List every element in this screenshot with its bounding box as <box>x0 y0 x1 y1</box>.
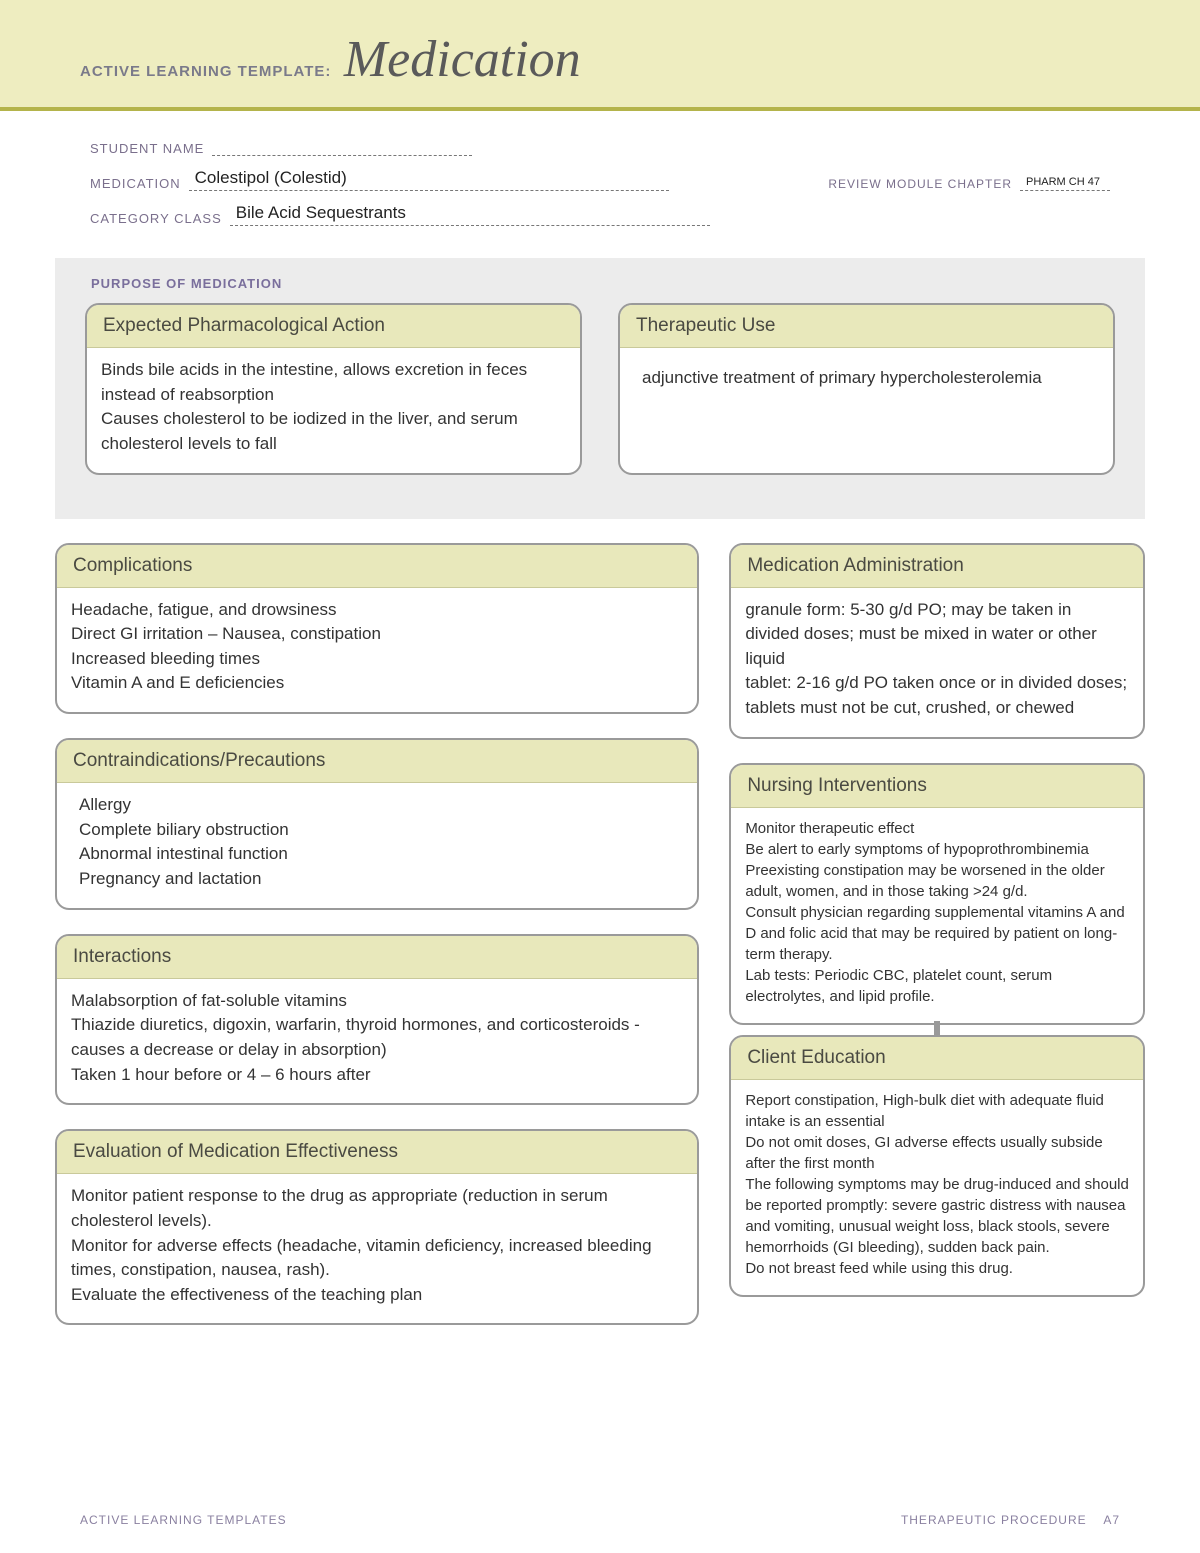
footer-right-text: THERAPEUTIC PROCEDURE <box>901 1513 1087 1527</box>
pharm-action-title: Expected Pharmacological Action <box>87 305 580 348</box>
evaluation-title: Evaluation of Medication Effectiveness <box>57 1131 697 1174</box>
admin-body: granule form: 5-30 g/d PO; may be taken … <box>731 588 1143 737</box>
contra-title: Contraindications/Precautions <box>57 740 697 783</box>
meta-block: STUDENT NAME MEDICATION Colestipol (Cole… <box>0 111 1200 258</box>
review-label: REVIEW MODULE CHAPTER <box>828 177 1012 191</box>
nursing-body: Monitor therapeutic effect Be alert to e… <box>731 808 1143 1023</box>
right-column: Medication Administration granule form: … <box>729 543 1145 1350</box>
complications-card: Complications Headache, fatigue, and dro… <box>55 543 699 715</box>
evaluation-body: Monitor patient response to the drug as … <box>57 1174 697 1323</box>
pharm-action-body: Binds bile acids in the intestine, allow… <box>87 348 580 473</box>
contra-body: Allergy Complete biliary obstruction Abn… <box>57 783 697 908</box>
interactions-title: Interactions <box>57 936 697 979</box>
client-body: Report constipation, High-bulk diet with… <box>731 1080 1143 1295</box>
admin-title: Medication Administration <box>731 545 1143 588</box>
pharm-action-card: Expected Pharmacological Action Binds bi… <box>85 303 582 475</box>
complications-title: Complications <box>57 545 697 588</box>
interactions-body: Malabsorption of fat-soluble vitamins Th… <box>57 979 697 1104</box>
complications-body: Headache, fatigue, and drowsiness Direct… <box>57 588 697 713</box>
category-row: CATEGORY CLASS Bile Acid Sequestrants <box>90 203 1110 226</box>
footer-left: ACTIVE LEARNING TEMPLATES <box>80 1513 287 1527</box>
banner-title: Medication <box>344 30 581 89</box>
therapeutic-use-title: Therapeutic Use <box>620 305 1113 348</box>
footer-page: A7 <box>1103 1513 1120 1527</box>
category-label: CATEGORY CLASS <box>90 211 222 226</box>
review-row: REVIEW MODULE CHAPTER PHARM CH 47 <box>828 176 1110 191</box>
student-label: STUDENT NAME <box>90 141 204 156</box>
purpose-label: PURPOSE OF MEDICATION <box>91 276 1115 291</box>
medication-row: MEDICATION Colestipol (Colestid) REVIEW … <box>90 168 1110 191</box>
client-card: Client Education Report constipation, Hi… <box>729 1035 1145 1297</box>
footer-right: THERAPEUTIC PROCEDURE A7 <box>901 1513 1120 1527</box>
medication-label: MEDICATION <box>90 176 181 191</box>
banner-prefix: ACTIVE LEARNING TEMPLATE: <box>80 63 331 80</box>
contra-card: Contraindications/Precautions Allergy Co… <box>55 738 699 910</box>
evaluation-card: Evaluation of Medication Effectiveness M… <box>55 1129 699 1325</box>
admin-card: Medication Administration granule form: … <box>729 543 1145 739</box>
medication-value[interactable]: Colestipol (Colestid) <box>189 168 669 191</box>
category-value[interactable]: Bile Acid Sequestrants <box>230 203 710 226</box>
client-title: Client Education <box>731 1037 1143 1080</box>
nursing-card: Nursing Interventions Monitor therapeuti… <box>729 763 1145 1025</box>
student-row: STUDENT NAME <box>90 141 1110 156</box>
content-area: Complications Headache, fatigue, and dro… <box>0 519 1200 1360</box>
purpose-section: PURPOSE OF MEDICATION Expected Pharmacol… <box>55 258 1145 519</box>
therapeutic-use-body: adjunctive treatment of primary hypercho… <box>620 348 1113 421</box>
left-column: Complications Headache, fatigue, and dro… <box>55 543 699 1350</box>
page: ACTIVE LEARNING TEMPLATE: Medication STU… <box>0 0 1200 1553</box>
therapeutic-use-card: Therapeutic Use adjunctive treatment of … <box>618 303 1115 475</box>
review-value[interactable]: PHARM CH 47 <box>1020 176 1110 191</box>
nursing-title: Nursing Interventions <box>731 765 1143 808</box>
interactions-card: Interactions Malabsorption of fat-solubl… <box>55 934 699 1106</box>
student-value[interactable] <box>212 142 472 156</box>
banner: ACTIVE LEARNING TEMPLATE: Medication <box>0 0 1200 111</box>
footer: ACTIVE LEARNING TEMPLATES THERAPEUTIC PR… <box>0 1513 1200 1527</box>
